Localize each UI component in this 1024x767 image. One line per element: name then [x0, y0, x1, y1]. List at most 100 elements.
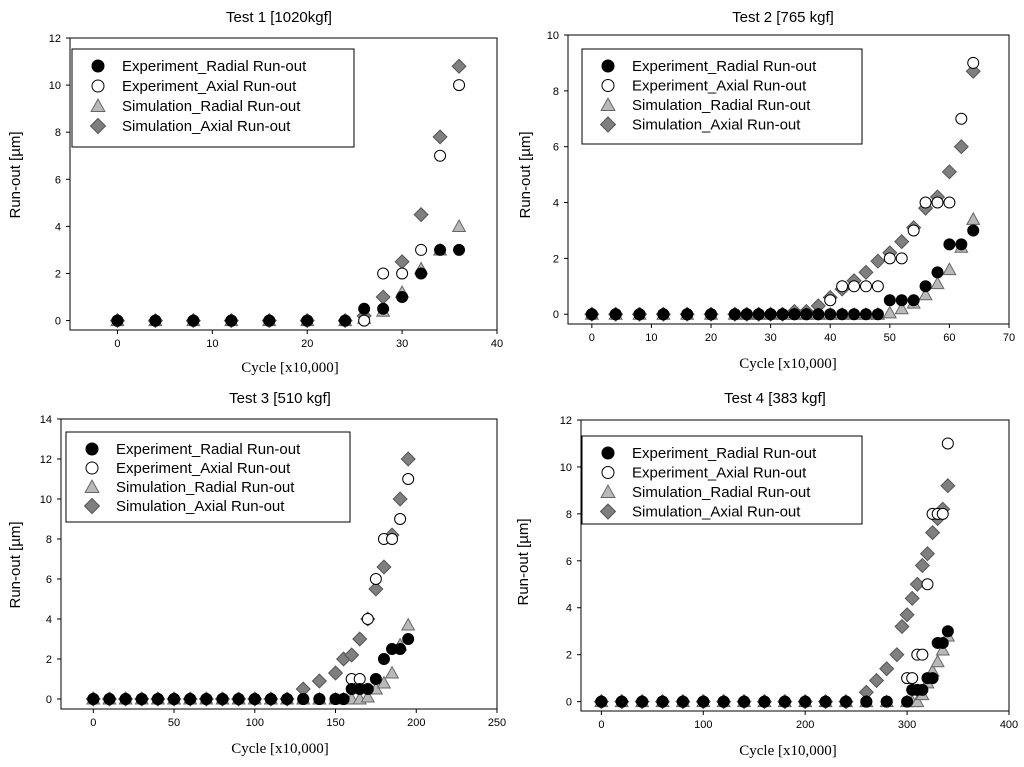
- chart-title: Test 2 [765 kgf]: [732, 9, 834, 26]
- data-point: [812, 308, 825, 321]
- data-point: [432, 129, 448, 145]
- data-point: [184, 693, 197, 705]
- data-point: [358, 302, 371, 315]
- data-point: [943, 196, 956, 209]
- legend-marker: [599, 116, 617, 133]
- data-point: [936, 636, 949, 649]
- data-point: [926, 672, 939, 685]
- data-point: [880, 695, 893, 708]
- x-axis-label: Cycle [x10,000]: [231, 741, 328, 757]
- legend-marker: [85, 461, 99, 475]
- data-point: [434, 149, 447, 162]
- y-tick-label: 4: [566, 603, 572, 615]
- y-tick-label: 10: [547, 30, 559, 42]
- y-tick-label: 8: [566, 509, 572, 521]
- x-tick-label: 0: [589, 332, 595, 344]
- data-point: [361, 683, 374, 695]
- y-tick-label: 0: [566, 697, 572, 709]
- legend-marker: [89, 117, 107, 135]
- y-tick-label: 0: [46, 694, 52, 706]
- y-tick-label: 6: [566, 556, 572, 568]
- data-point: [930, 654, 945, 668]
- data-point: [752, 308, 765, 321]
- x-tick-label: 0: [90, 717, 96, 729]
- legend-marker: [83, 497, 101, 515]
- data-point: [151, 693, 164, 705]
- legend: Experiment_Radial Run-out Experiment_Axia…: [71, 48, 355, 148]
- data-point: [940, 478, 956, 494]
- y-axis-label: Run-out [µm]: [517, 131, 534, 218]
- data-point: [413, 207, 429, 223]
- data-point: [871, 280, 884, 293]
- data-point: [375, 289, 391, 305]
- data-point: [860, 695, 873, 708]
- legend: Experiment_Radial Run-out Experiment_Axia…: [581, 435, 863, 525]
- legend-marker: [601, 446, 615, 460]
- data-point: [656, 695, 669, 708]
- x-tick-label: 300: [898, 719, 916, 731]
- data-point: [967, 224, 980, 237]
- data-point: [717, 695, 730, 708]
- x-tick-label: 200: [407, 717, 425, 729]
- data-point: [910, 694, 925, 708]
- y-tick-label: 12: [560, 415, 572, 427]
- x-tick-label: 40: [491, 338, 503, 350]
- legend-label: Experiment_Radial Run-out: [122, 58, 307, 75]
- data-point: [894, 301, 909, 315]
- y-tick-label: 2: [46, 654, 52, 666]
- y-tick-label: 2: [566, 650, 572, 662]
- x-tick-label: 250: [488, 717, 506, 729]
- data-point: [657, 308, 670, 321]
- y-tick-label: 12: [40, 454, 52, 466]
- data-point: [904, 590, 920, 606]
- y-axis-label: Run-out [µm]: [7, 131, 24, 218]
- x-tick-label: 100: [246, 717, 264, 729]
- data-point: [967, 56, 980, 69]
- y-tick-label: 10: [40, 494, 52, 506]
- data-point: [883, 294, 896, 307]
- data-point: [453, 79, 466, 92]
- x-tick-label: 0: [598, 719, 604, 731]
- data-point: [966, 211, 981, 225]
- data-point: [889, 647, 905, 663]
- data-point: [941, 164, 957, 180]
- data-point: [919, 196, 932, 209]
- plot-frame: [69, 37, 498, 331]
- x-tick-label: 0: [114, 338, 120, 350]
- legend-marker: [600, 484, 616, 499]
- legend-label: Simulation_Axial Run-out: [122, 118, 291, 135]
- data-point: [870, 253, 886, 269]
- legend-marker: [601, 59, 615, 73]
- data-point: [740, 308, 753, 321]
- data-point: [402, 473, 415, 485]
- data-point: [738, 695, 751, 708]
- y-tick-label: 4: [55, 221, 61, 233]
- data-point: [914, 557, 930, 574]
- data-point: [394, 643, 407, 655]
- data-point: [764, 308, 777, 321]
- data-point: [386, 533, 399, 545]
- data-point: [871, 308, 884, 321]
- data-point: [859, 308, 872, 321]
- data-point: [953, 139, 969, 155]
- x-tick-label: 10: [206, 338, 218, 350]
- data-point: [906, 672, 919, 685]
- data-point: [415, 243, 428, 256]
- legend-box: [65, 431, 351, 523]
- data-point: [609, 308, 622, 321]
- data-point: [895, 294, 908, 307]
- data-point: [87, 693, 100, 705]
- data-point: [955, 238, 968, 251]
- legend-marker: [599, 503, 617, 520]
- data-point: [111, 314, 124, 327]
- legend-label: Experiment_Axial Run-out: [632, 78, 807, 95]
- data-point: [799, 695, 812, 708]
- y-tick-label: 0: [553, 309, 559, 321]
- data-point: [376, 559, 392, 575]
- series-triangle: [110, 219, 467, 327]
- data-point: [848, 308, 861, 321]
- y-tick-label: 10: [560, 462, 572, 474]
- legend-box: [71, 48, 355, 148]
- data-point: [935, 642, 950, 656]
- data-point: [859, 280, 872, 293]
